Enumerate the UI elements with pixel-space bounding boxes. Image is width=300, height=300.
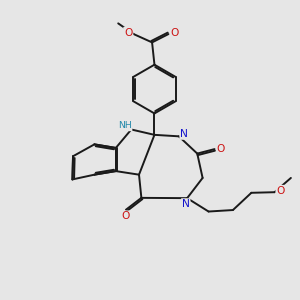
Text: O: O — [124, 28, 133, 38]
Text: O: O — [217, 143, 225, 154]
Text: N: N — [180, 129, 188, 139]
Text: NH: NH — [118, 122, 132, 130]
Text: O: O — [121, 211, 130, 221]
Text: O: O — [276, 186, 285, 196]
Text: O: O — [171, 28, 179, 38]
Text: N: N — [182, 199, 190, 209]
